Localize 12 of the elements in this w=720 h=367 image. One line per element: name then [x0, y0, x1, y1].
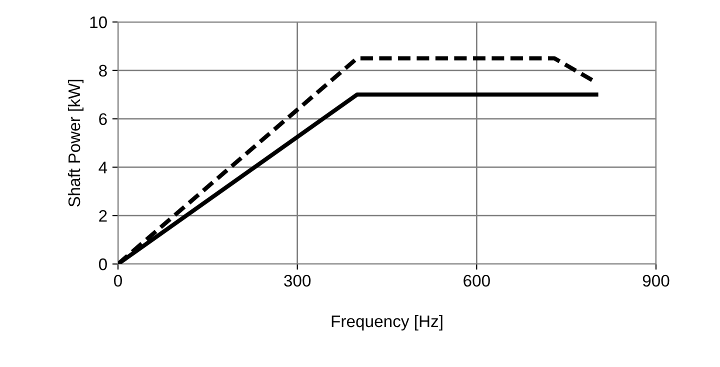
y-tick-label: 6 [99, 113, 107, 126]
x-tick-label: 600 [464, 274, 490, 287]
y-tick-label: 2 [99, 210, 107, 222]
x-tick-label: 300 [284, 274, 311, 287]
y-tick-label: 8 [99, 64, 107, 77]
y-axis-title: Shaft Power [kW] [68, 80, 84, 207]
y-tick-label: 0 [98, 258, 107, 270]
y-tick-label: 4 [98, 162, 108, 174]
x-tick-label: 900 [642, 274, 670, 287]
x-axis-title: Frequency [Hz] [332, 314, 442, 330]
x-tick-label: 0 [114, 274, 122, 287]
y-tick-label: 10 [90, 16, 107, 28]
